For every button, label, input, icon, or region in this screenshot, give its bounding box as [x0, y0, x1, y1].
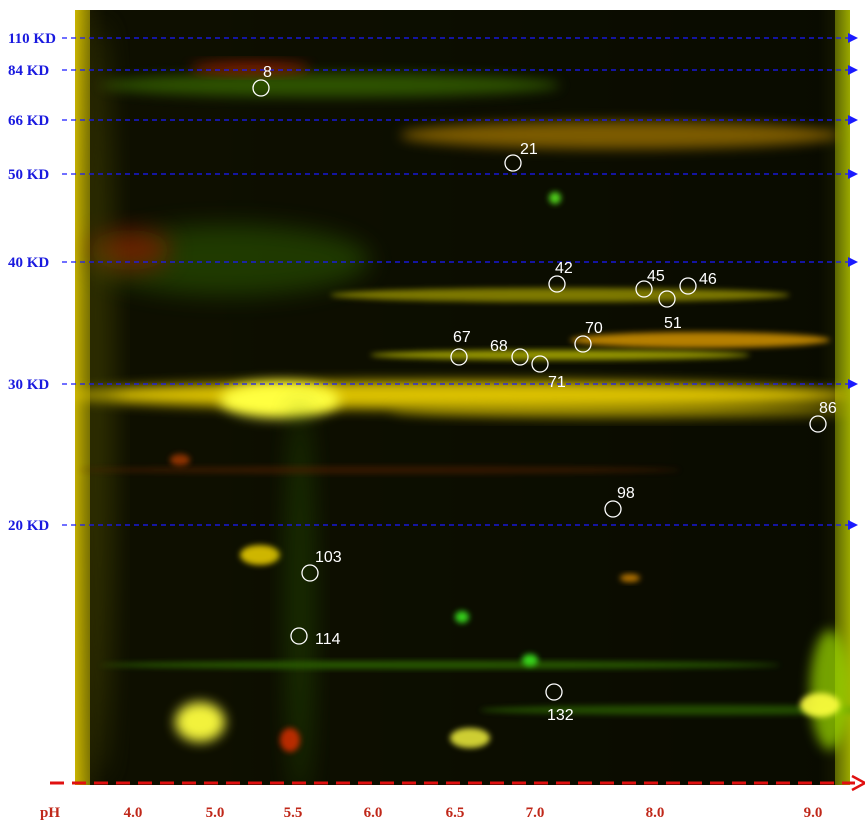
- marker-label: 84 KD: [8, 63, 49, 79]
- gel-streak: [480, 705, 850, 715]
- gel-streak: [455, 611, 469, 623]
- marker-arrow: [848, 115, 858, 125]
- spot-label: 45: [647, 268, 665, 285]
- gel-streak: [285, 400, 315, 785]
- marker-arrow: [848, 257, 858, 267]
- spot-circle: [548, 275, 566, 293]
- gel-streak: [810, 630, 850, 750]
- spot-circle: [809, 415, 827, 433]
- gel-streak: [390, 402, 850, 418]
- ph-label: 5.5: [284, 805, 303, 821]
- marker-arrow: [848, 169, 858, 179]
- marker-arrow: [848, 379, 858, 389]
- gel-streak: [240, 545, 280, 565]
- gel-streak: [190, 62, 310, 74]
- gel-streak: [370, 350, 750, 360]
- ph-label: 4.0: [124, 805, 143, 821]
- spot-label: 103: [315, 549, 342, 566]
- gel-streak: [220, 382, 340, 418]
- ph-axis-arrow: [851, 774, 865, 792]
- marker-label: 30 KD: [8, 377, 49, 393]
- spot-label: 46: [699, 271, 717, 288]
- ph-label: 9.0: [804, 805, 823, 821]
- spot-circle: [574, 335, 592, 353]
- gel-streak: [330, 288, 790, 302]
- marker-label: 20 KD: [8, 518, 49, 534]
- spot-label: 98: [617, 485, 635, 502]
- spot-circle: [301, 564, 319, 582]
- spot-label: 21: [520, 141, 538, 158]
- spot-label: 71: [548, 374, 566, 391]
- ph-label: 6.5: [446, 805, 465, 821]
- spot-label: 8: [263, 64, 272, 81]
- ph-label: 5.0: [206, 805, 225, 821]
- gel-streak: [549, 192, 561, 204]
- gel-streaks: [75, 20, 850, 785]
- ph-label: 6.0: [364, 805, 383, 821]
- spot-label: 86: [819, 400, 837, 417]
- spot-circle: [252, 79, 270, 97]
- gel-streak: [522, 654, 538, 666]
- spot-label: 51: [664, 315, 682, 332]
- gel-streak: [175, 702, 225, 742]
- ph-label: 8.0: [646, 805, 665, 821]
- spot-label: 67: [453, 329, 471, 346]
- spot-label: 70: [585, 320, 603, 337]
- spot-circle: [504, 154, 522, 172]
- gel-streak: [170, 454, 190, 466]
- marker-label: 50 KD: [8, 167, 49, 183]
- spot-circle: [290, 627, 308, 645]
- gel-streak: [280, 728, 300, 752]
- gel-streak: [570, 332, 830, 348]
- ph-axis-title: pH: [40, 805, 60, 821]
- spot-circle: [545, 683, 563, 701]
- spot-label: 42: [555, 260, 573, 277]
- spot-circle: [450, 348, 468, 366]
- gel-streak: [800, 693, 840, 717]
- spot-circle: [604, 500, 622, 518]
- spot-circle: [531, 355, 549, 373]
- gel-streak: [80, 466, 680, 474]
- spot-label: 114: [315, 631, 341, 648]
- marker-arrow: [848, 520, 858, 530]
- marker-label: 40 KD: [8, 255, 49, 271]
- ph-label: 7.0: [526, 805, 545, 821]
- spot-circle: [635, 280, 653, 298]
- gel-streak: [100, 73, 560, 97]
- marker-label: 110 KD: [8, 31, 56, 47]
- marker-arrow: [848, 65, 858, 75]
- marker-arrow: [848, 33, 858, 43]
- gel-streak: [100, 661, 780, 669]
- spot-label: 68: [490, 338, 508, 355]
- annotations: 110 KD 84 KD 66 KD 50 KD 40 KD 30 KD 20 KD pH 4.…: [8, 31, 865, 821]
- gel-streak: [85, 20, 115, 780]
- marker-label: 66 KD: [8, 113, 49, 129]
- spot-circle: [658, 290, 676, 308]
- gel-streak: [400, 121, 840, 149]
- gel-streak: [450, 728, 490, 748]
- spot-circle: [511, 348, 529, 366]
- spot-label: 132: [547, 707, 574, 724]
- gel-streak: [620, 574, 640, 582]
- spot-circle: [679, 277, 697, 295]
